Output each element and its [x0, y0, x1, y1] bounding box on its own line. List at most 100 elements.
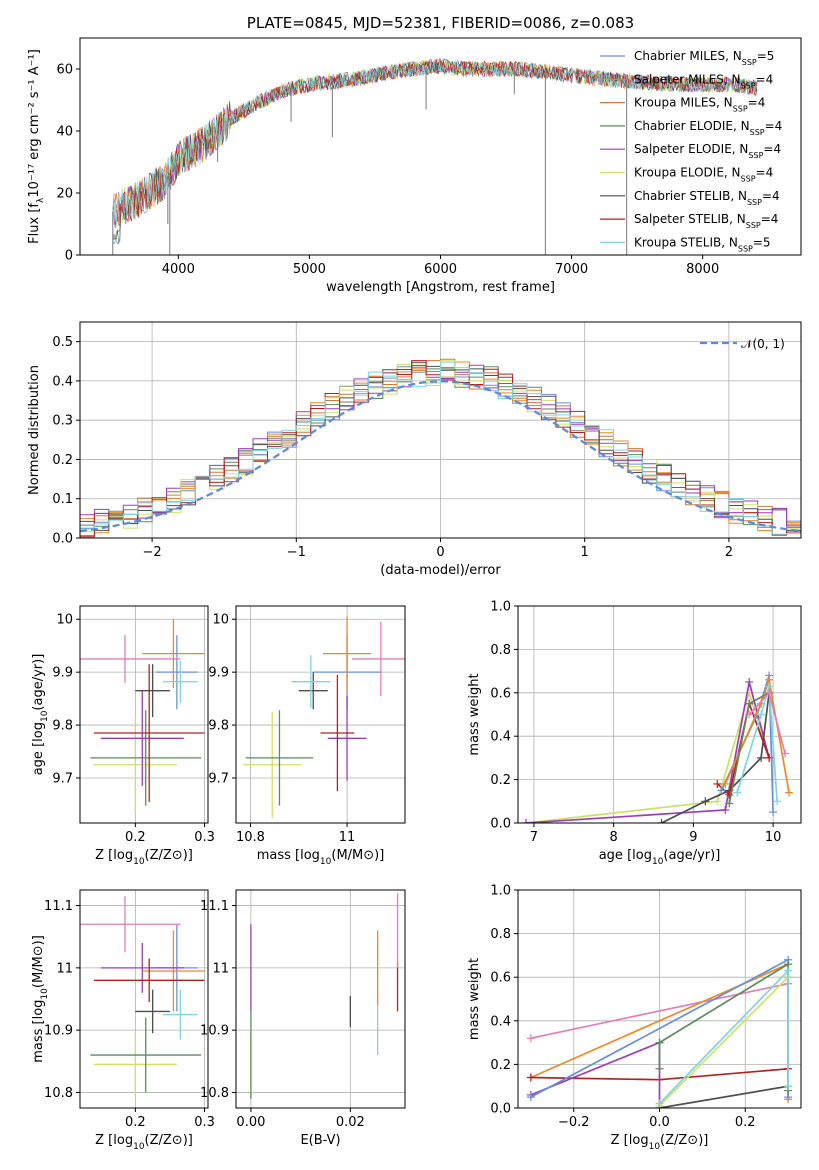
series-line: [658, 968, 789, 1105]
y-tick-label: 9.7: [208, 772, 229, 787]
mass-vs-extinction-panel-plot-area: [250, 893, 399, 1099]
data-point-salpeter-elodie: [100, 690, 184, 786]
x-axis-label: wavelength [Angstrom, rest frame]: [326, 280, 555, 295]
series-marker: [725, 799, 734, 808]
series-marker: [701, 797, 710, 806]
y-tick-label: 9.8: [208, 719, 229, 734]
x-axis-label-part: E(B-V): [300, 1133, 340, 1148]
series-marker: [526, 1034, 535, 1043]
legend-entry-value: =4: [761, 212, 779, 226]
x-tick-label: 5000: [293, 262, 326, 277]
legend-entry-name: Salpeter ELODIE, N: [634, 142, 748, 156]
data-point-salpeter-miles: [322, 616, 372, 691]
y-axis-label-part: λ: [36, 197, 46, 203]
series-marker: [657, 819, 666, 823]
mass-vs-metallicity-panel-frame: [79, 889, 209, 1109]
spectrum-line-salpeter-stelib: [112, 58, 758, 227]
data-point-chabrier-stelib: [135, 989, 170, 1034]
series-marker: [521, 819, 530, 823]
legend-entry-value: =4: [765, 119, 783, 133]
y-tick-label: 10.8: [200, 1086, 229, 1101]
y-axis-label-part: log: [31, 722, 46, 742]
y-tick-label: 9.9: [52, 666, 73, 681]
x-tick-label: 9: [689, 830, 697, 845]
age-vs-mass-panel-plot-area: [243, 616, 405, 818]
x-tick-label: −2: [143, 545, 162, 560]
x-tick-label: 11: [339, 830, 356, 845]
legend-entry-name: Chabrier STELIB, N: [634, 189, 747, 203]
legend-entry-name: Kroupa ELODIE, N: [634, 166, 741, 180]
y-axis-label-part: 10⁻¹⁷ erg cm⁻² s⁻¹ A⁻¹]: [27, 49, 42, 198]
y-tick-label: 40: [56, 125, 73, 140]
y-tick-label: 0.6: [490, 686, 511, 701]
x-tick-label: 10.8: [236, 830, 265, 845]
x-axis-label-part: log: [113, 1133, 133, 1148]
y-tick-label: 11.1: [200, 899, 229, 914]
x-tick-label: −0.2: [558, 1115, 590, 1130]
series-salpeter-elodie: [521, 677, 774, 823]
chart-title: PLATE=0845, MJD=52381, FIBERID=0086, z=0…: [247, 14, 634, 32]
legend-entry-sub: SSP: [741, 174, 756, 183]
legend-entry-value: =4: [763, 142, 781, 156]
x-tick-label: 0.2: [125, 830, 146, 845]
series-kroupa-stelib: [733, 682, 782, 806]
y-tick-label: 0.0: [52, 532, 73, 547]
x-axis-label-part: log: [300, 848, 320, 863]
data-point-kroupa-elodie: [93, 717, 177, 813]
spectrum-line-chabrier-stelib: [112, 58, 758, 240]
series-marker: [769, 808, 778, 817]
y-tick-label: 0.2: [490, 773, 511, 788]
data-point-kroupa-elodie: [93, 1033, 177, 1096]
series-line: [530, 982, 789, 1040]
y-tick-label: 11: [212, 961, 229, 976]
y-tick-label: 11: [56, 961, 73, 976]
x-tick-label: 0.2: [735, 1115, 756, 1130]
y-tick-label: 0.0: [490, 1102, 511, 1117]
mass-vs-extinction-panel-frame: [235, 889, 406, 1109]
mass-vs-extinction-panel: 0.00 0.02 10.8 10.9 11 11.1 E(B-V): [200, 889, 406, 1148]
y-axis-label-part: age [: [31, 742, 46, 775]
x-tick-label: 8: [610, 830, 618, 845]
legend-entry-sub: SSP: [750, 127, 765, 136]
x-axis-label: age [log10(age/yr)]: [599, 848, 721, 867]
legend-entry: Salpeter MILES, NSSP=4: [634, 72, 773, 90]
legend-entry-sub: SSP: [748, 151, 763, 160]
data-point-salpeter-miles: [142, 619, 205, 689]
x-tick-label: 0.3: [194, 1115, 215, 1130]
data-point-kroupa-stelib: [163, 989, 198, 1040]
y-tick-label: 0.4: [490, 1014, 511, 1029]
x-axis-label-part: (age/yr)]: [663, 848, 720, 863]
legend-entry: Salpeter STELIB, NSSP=4: [634, 212, 778, 230]
legend-entry-sub: SSP: [742, 58, 757, 67]
data-point-chabrier-elodie: [90, 1017, 202, 1093]
series-marker: [781, 749, 790, 758]
weight-vs-metallicity-panel: −0.2 0.0 0.2 0.0 0.2 0.4 0.6 0.8 1.0 Z [log10(Z/Z…: [467, 884, 802, 1152]
legend-entry-name: Chabrier MILES, N: [634, 49, 742, 63]
x-tick-label: 2: [725, 545, 733, 560]
legend-entry-name: Salpeter MILES, N: [634, 72, 741, 86]
spectrum-line-kroupa-stelib: [112, 59, 758, 227]
y-tick-label: 0.3: [52, 414, 73, 429]
series-marker: [655, 1038, 664, 1047]
data-point-chabrier-stelib: [135, 664, 170, 718]
legend-entry-value: =4: [762, 189, 780, 203]
series-marker: [655, 1064, 664, 1073]
series-marker: [733, 788, 742, 797]
y-axis-label-part: (M/M⊙)]: [31, 935, 46, 988]
series-marker: [784, 966, 793, 975]
x-tick-label: 0.02: [336, 1115, 365, 1130]
data-point-pink: [351, 621, 405, 696]
legend-entry-value: =5: [757, 49, 775, 63]
series-marker: [757, 710, 766, 719]
x-tick-label: −1: [287, 545, 306, 560]
weight-vs-metallicity-panel-plot-area: [526, 955, 793, 1108]
y-tick-label: 1.0: [490, 884, 511, 899]
data-point-chabrier-stelib: [298, 672, 328, 710]
series-pink: [745, 688, 790, 758]
series-marker: [725, 790, 734, 799]
legend-entry: Kroupa ELODIE, NSSP=4: [634, 166, 773, 184]
y-axis-label-part: 10: [40, 710, 50, 722]
